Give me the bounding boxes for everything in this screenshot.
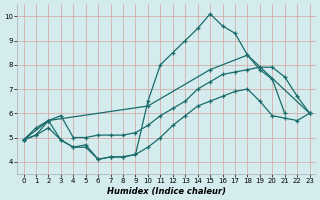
X-axis label: Humidex (Indice chaleur): Humidex (Indice chaleur): [107, 187, 226, 196]
